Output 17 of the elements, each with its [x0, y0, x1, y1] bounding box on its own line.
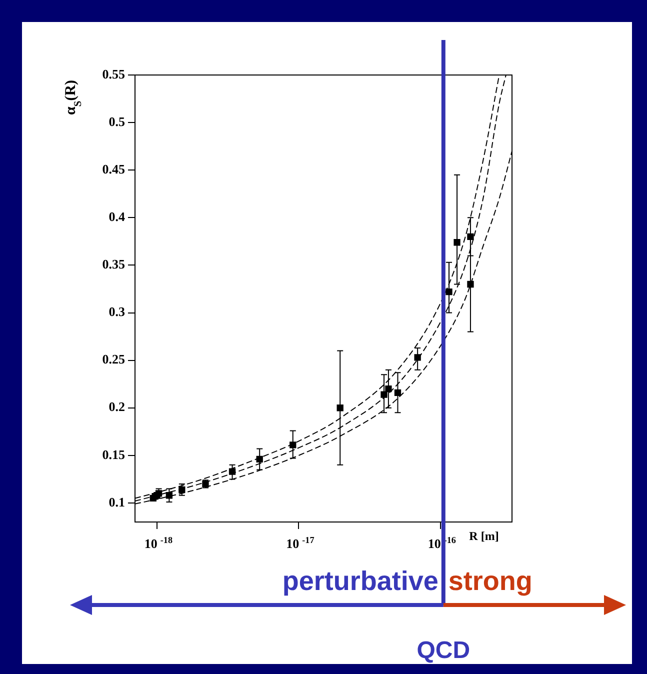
text: strong	[448, 566, 532, 596]
y-tick-label: 0.45	[102, 161, 126, 176]
y-axis-title: αS(R)	[63, 80, 84, 115]
y-tick-label: 0.35	[102, 256, 126, 272]
y-tick-label: 0.15	[102, 446, 126, 462]
y-tick-label: 0.3	[108, 304, 126, 320]
x-axis-title: R [m]	[469, 529, 499, 543]
x-tick-label: 10-17	[286, 534, 315, 551]
text: QCD	[416, 637, 470, 664]
x-tick-label: 10-18	[144, 534, 173, 551]
text: perturbative	[282, 566, 438, 596]
y-tick-label: 0.4	[108, 209, 126, 224]
y-tick-label: 0.55	[102, 66, 126, 82]
y-tick-label: 0.25	[102, 352, 126, 367]
y-tick-label: 0.5	[108, 114, 126, 129]
y-tick-label: 0.1	[108, 494, 125, 510]
y-tick-label: 0.2	[108, 399, 125, 414]
